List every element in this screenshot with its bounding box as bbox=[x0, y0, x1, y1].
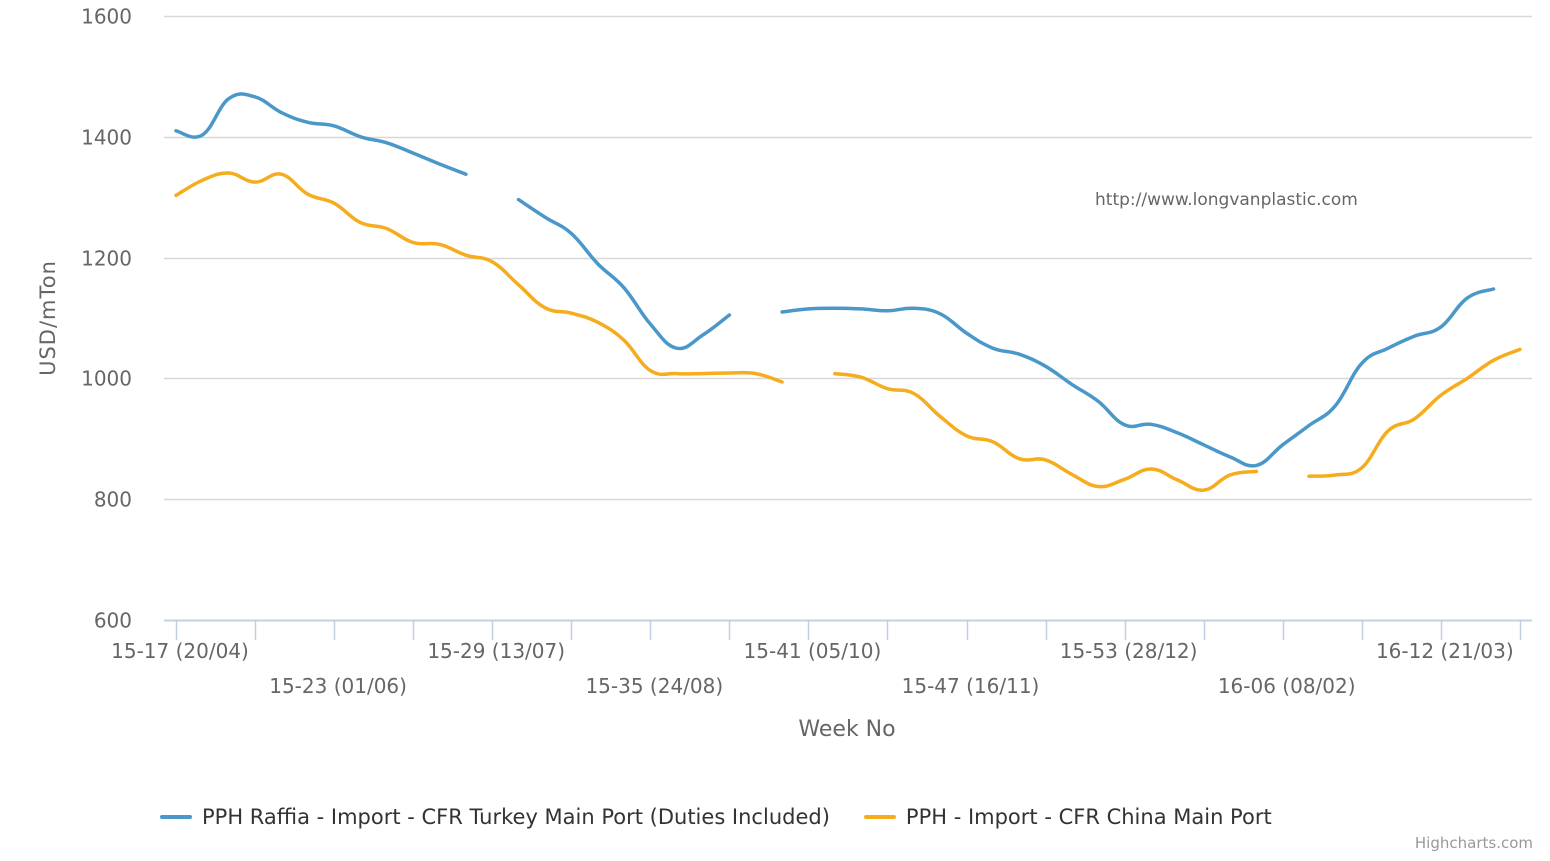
y-axis: 600 800 1000 1200 1400 1600 bbox=[81, 5, 132, 633]
x-tick-label: 16-12 (21/03) bbox=[1376, 639, 1514, 663]
y-tick-label: 1400 bbox=[81, 126, 132, 150]
series-lines bbox=[174, 92, 1522, 492]
y-tick-label: 1600 bbox=[81, 5, 132, 29]
legend: PPH Raffia - Import - CFR Turkey Main Po… bbox=[160, 800, 1306, 834]
x-tick-label: 15-53 (28/12) bbox=[1060, 639, 1198, 663]
y-tick-label: 1200 bbox=[81, 247, 132, 271]
legend-swatch-turkey bbox=[160, 815, 192, 819]
x-tick-label: 15-29 (13/07) bbox=[427, 639, 565, 663]
legend-label-china: PPH - Import - CFR China Main Port bbox=[905, 805, 1272, 829]
grid-lines bbox=[164, 15, 1532, 501]
x-tick-label: 16-06 (08/02) bbox=[1218, 674, 1356, 698]
legend-label-turkey: PPH Raffia - Import - CFR Turkey Main Po… bbox=[202, 805, 830, 829]
x-tick-label: 15-23 (01/06) bbox=[269, 674, 407, 698]
y-tick-label: 600 bbox=[94, 609, 132, 633]
legend-swatch-china bbox=[863, 815, 896, 819]
series-line-turkey bbox=[174, 92, 1496, 468]
legend-item-turkey[interactable]: PPH Raffia - Import - CFR Turkey Main Po… bbox=[160, 805, 830, 829]
x-tick-label: 15-47 (16/11) bbox=[902, 674, 1040, 698]
y-tick-label: 1000 bbox=[81, 367, 132, 391]
series-line-china bbox=[174, 171, 1522, 492]
x-axis: 15-17 (20/04) 15-23 (01/06) 15-29 (13/07) 1… bbox=[111, 619, 1532, 698]
y-tick-label: 800 bbox=[94, 488, 132, 512]
y-axis-title: USD/mTon bbox=[36, 260, 60, 376]
x-tick-label: 15-41 (05/10) bbox=[744, 639, 882, 663]
legend-item-china[interactable]: PPH - Import - CFR China Main Port bbox=[863, 805, 1272, 829]
credits-link[interactable]: Highcharts.com bbox=[1414, 834, 1533, 852]
watermark-url: http://www.longvanplastic.com bbox=[1095, 190, 1358, 210]
x-axis-title: Week No bbox=[798, 717, 895, 742]
x-tick-label: 15-35 (24/08) bbox=[585, 674, 723, 698]
x-tick-label: 15-17 (20/04) bbox=[111, 639, 249, 663]
line-chart: 15-17 (20/04) 15-23 (01/06) 15-29 (13/07) 1… bbox=[36, 5, 1532, 742]
